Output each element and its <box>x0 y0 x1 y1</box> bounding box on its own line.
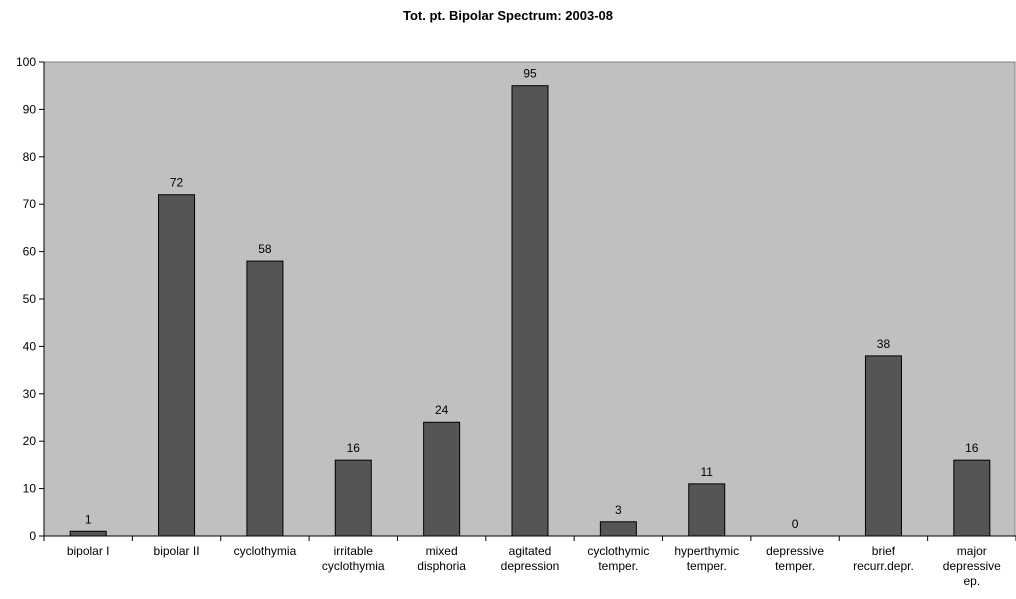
data-label: 11 <box>700 465 713 479</box>
bar <box>599 521 637 537</box>
data-label: 16 <box>347 441 361 455</box>
y-tick-label: 70 <box>23 197 37 211</box>
x-tick-label: irritable cyclothymia <box>322 544 385 573</box>
bar <box>511 85 549 537</box>
x-tick-label: cyclothymia <box>234 544 297 558</box>
y-axis: 0 10 20 30 40 50 60 70 80 90 100 <box>16 55 45 543</box>
bar-series <box>69 85 991 537</box>
data-label: 3 <box>615 503 622 517</box>
chart-title: Tot. pt. Bipolar Spectrum: 2003-08 <box>403 8 613 23</box>
x-tick-labels: bipolar I bipolar II cyclothymia irritable c… <box>67 544 1001 588</box>
y-tick-label: 80 <box>23 150 37 164</box>
data-label: 38 <box>877 337 891 351</box>
x-tick-label: bipolar I <box>67 544 110 558</box>
data-labels: 1 72 58 16 24 95 3 11 0 38 16 <box>85 67 979 531</box>
bar <box>688 483 726 537</box>
data-label: 0 <box>792 517 799 531</box>
x-tick-label: brief recurr.depr. <box>853 544 914 573</box>
y-tick-label: 50 <box>23 292 37 306</box>
data-label: 95 <box>523 67 537 81</box>
y-tick-label: 0 <box>29 529 36 543</box>
y-tick-label: 40 <box>23 339 37 353</box>
bar <box>953 459 991 537</box>
bar <box>158 194 196 537</box>
data-label: 58 <box>258 242 272 256</box>
data-label: 72 <box>170 176 184 190</box>
x-tick-label: mixed disphoria <box>417 544 466 573</box>
x-tick-label: agitated depression <box>501 544 560 573</box>
y-tick-label: 30 <box>23 387 37 401</box>
x-axis <box>43 535 1016 541</box>
data-label: 1 <box>85 512 92 526</box>
y-tick-label: 90 <box>23 102 37 116</box>
x-tick-label: major depressive ep. <box>943 544 1001 588</box>
data-label: 16 <box>965 441 979 455</box>
bar <box>864 355 902 537</box>
bar <box>69 530 107 537</box>
x-tick-label: hyperthymic temper. <box>674 544 739 573</box>
bar <box>423 421 461 537</box>
y-tick-label: 100 <box>16 55 36 69</box>
bar <box>334 459 372 537</box>
x-tick-label: cyclothymic temper. <box>587 544 649 573</box>
y-tick-label: 60 <box>23 245 37 259</box>
y-tick-label: 10 <box>23 482 37 496</box>
data-label: 24 <box>435 403 449 417</box>
x-tick-label: bipolar II <box>154 544 200 558</box>
bar <box>246 260 284 537</box>
y-tick-label: 20 <box>23 434 37 448</box>
x-tick-label: depressive temper. <box>766 544 824 573</box>
